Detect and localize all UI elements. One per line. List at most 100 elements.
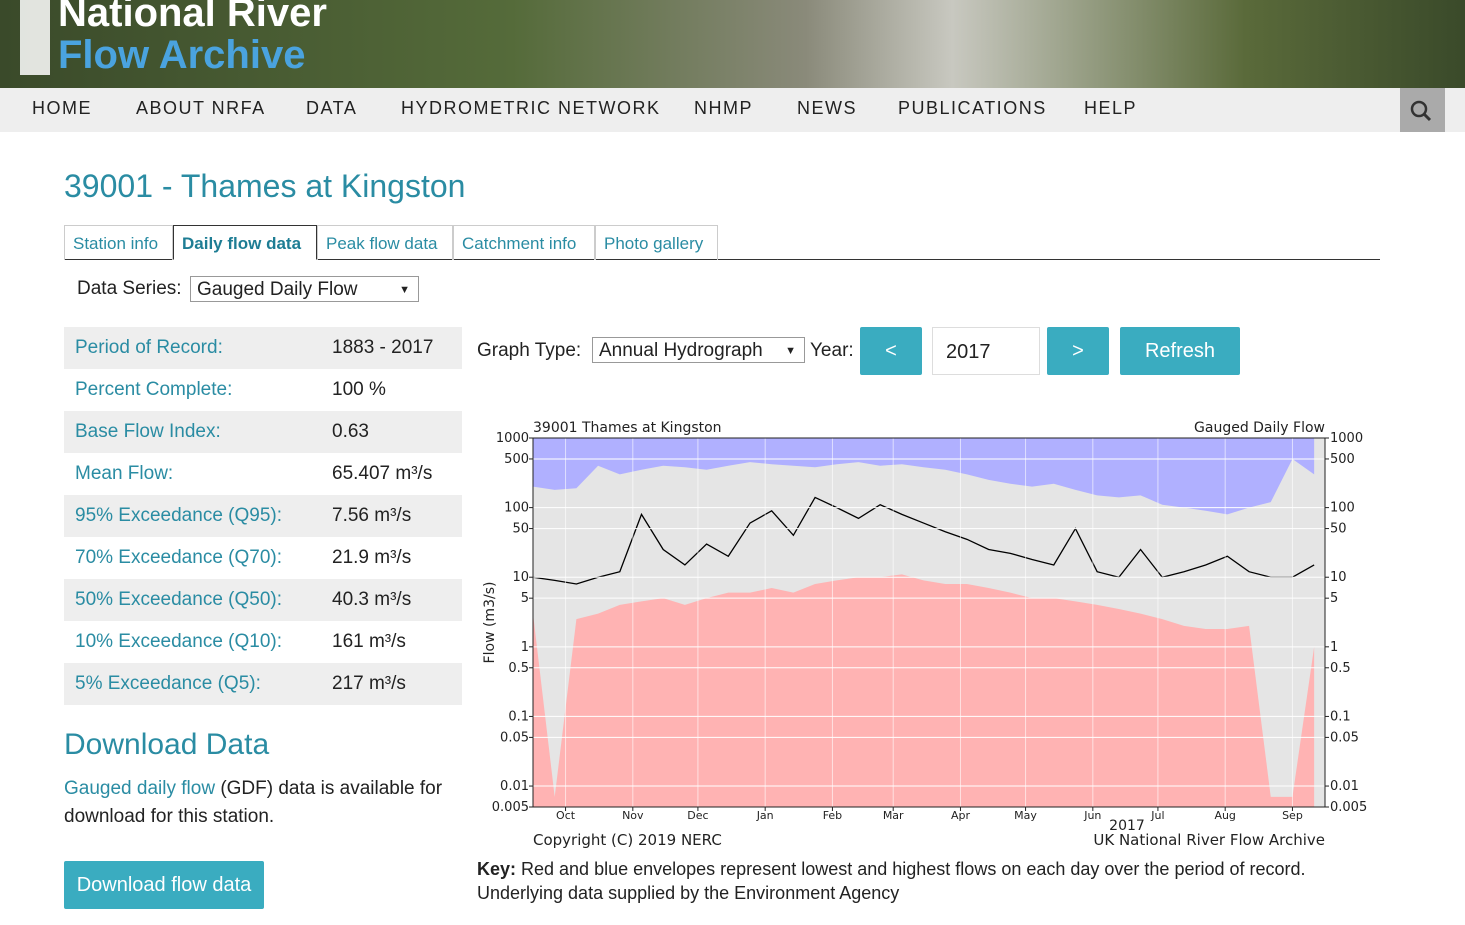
stat-label: 70% Exceedance (Q70): xyxy=(75,547,283,568)
graph-type-select[interactable]: Annual Hydrograph ▼ xyxy=(592,337,805,363)
y2-tick-label: 10 xyxy=(1330,570,1347,585)
stat-value: 21.9 m³/s xyxy=(332,547,412,568)
x-tick-label: Jul xyxy=(1150,809,1164,822)
plot-frame xyxy=(532,437,1326,808)
data-series-select[interactable]: Gauged Daily Flow ▼ xyxy=(190,276,419,302)
key-text: Key: Red and blue envelopes represent lo… xyxy=(477,857,1357,905)
x-tick-label: Nov xyxy=(622,809,644,822)
x-tick-label: Apr xyxy=(951,809,971,822)
y2-tick-label: 1000 xyxy=(1330,431,1363,446)
stat-row xyxy=(64,411,462,453)
stat-label: 5% Exceedance (Q5): xyxy=(75,673,261,694)
search-button[interactable] xyxy=(1400,88,1445,132)
tab[interactable]: Station info xyxy=(64,225,173,260)
banner xyxy=(0,0,1465,88)
footer-right: UK National River Flow Archive xyxy=(1093,831,1325,849)
stat-value: 100 % xyxy=(332,379,386,400)
y2-tick-label: 0.1 xyxy=(1330,709,1351,724)
footer-left: Copyright (C) 2019 NERC xyxy=(533,831,722,849)
year-label: Year: xyxy=(810,340,854,361)
key-label: Key: xyxy=(477,859,517,879)
y-tick-label: 10 xyxy=(512,570,529,585)
y-tick-label: 100 xyxy=(504,501,529,516)
refresh-button[interactable]: Refresh xyxy=(1120,327,1240,375)
stat-label: 50% Exceedance (Q50): xyxy=(75,589,283,610)
select-arrow: ▼ xyxy=(399,284,410,296)
y2-tick-label: 500 xyxy=(1330,452,1355,467)
y-tick-label: 50 xyxy=(512,522,529,537)
stat-row xyxy=(64,327,462,369)
logo-text[interactable]: National River xyxy=(58,0,327,35)
nav-bar xyxy=(0,88,1465,132)
y-tick-label: 0.5 xyxy=(508,661,529,676)
download-button[interactable]: Download flow data xyxy=(64,861,264,909)
y-tick-label: 0.05 xyxy=(500,730,529,745)
stat-row xyxy=(64,663,462,705)
stat-value: 65.407 m³/s xyxy=(332,463,433,484)
key-desc: Red and blue envelopes represent lowest … xyxy=(516,859,1306,879)
download-desc: (GDF) data is available for download for… xyxy=(64,778,443,827)
download-text: Gauged daily flow (GDF) data is availabl… xyxy=(64,775,454,831)
nav-link[interactable]: ABOUT NRFA xyxy=(136,98,266,118)
prev-year-button[interactable]: < xyxy=(860,327,922,375)
next-year-button[interactable]: > xyxy=(1047,327,1109,375)
chart-title: 39001 Thames at Kingston xyxy=(533,420,722,436)
stat-value: 7.56 m³/s xyxy=(332,505,412,526)
gdf-link[interactable]: Gauged daily flow xyxy=(64,778,216,799)
tab[interactable]: Catchment info xyxy=(453,225,595,260)
nav-link[interactable]: NEWS xyxy=(797,98,857,118)
y-tick-label: 0.1 xyxy=(508,709,529,724)
tab[interactable]: Peak flow data xyxy=(317,225,453,260)
key-source: Underlying data supplied by the Environm… xyxy=(477,883,900,903)
y2-tick-label: 0.5 xyxy=(1330,661,1351,676)
x-tick-label: Mar xyxy=(883,809,904,822)
nav-link[interactable]: HELP xyxy=(1084,98,1138,118)
select-value: Annual Hydrograph xyxy=(599,340,763,361)
stat-label: Percent Complete: xyxy=(75,379,233,400)
y-axis-label: Flow (m3/s) xyxy=(482,582,498,664)
min-envelope xyxy=(533,574,1315,807)
x-tick-label: Aug xyxy=(1214,809,1235,822)
logo-text[interactable]: Flow Archive xyxy=(58,33,306,77)
stat-value: 217 m³/s xyxy=(332,673,406,694)
y2-tick-label: 0.01 xyxy=(1330,779,1359,794)
nav-link[interactable]: NHMP xyxy=(694,98,753,118)
y2-tick-label: 50 xyxy=(1330,522,1347,537)
y-tick-label: 5 xyxy=(521,591,529,606)
stat-row xyxy=(64,579,462,621)
select-value: Gauged Daily Flow xyxy=(197,279,358,300)
year-input[interactable]: 2017 xyxy=(932,327,1040,375)
tab[interactable]: Photo gallery xyxy=(595,225,718,260)
nav-link[interactable]: HOME xyxy=(32,98,92,118)
y-tick-label: 1 xyxy=(521,640,529,655)
tab-rule xyxy=(64,259,1380,260)
page-title: 39001 - Thames at Kingston xyxy=(64,168,466,204)
nav-link[interactable]: PUBLICATIONS xyxy=(898,98,1047,118)
graph-type-label: Graph Type: xyxy=(477,340,582,361)
stat-label: Period of Record: xyxy=(75,337,223,358)
x-tick-label: Jun xyxy=(1083,809,1101,822)
y2-tick-label: 5 xyxy=(1330,591,1338,606)
y2-tick-label: 100 xyxy=(1330,501,1355,516)
nav-link[interactable]: HYDROMETRIC NETWORK xyxy=(401,98,661,118)
y2-tick-label: 0.005 xyxy=(1330,800,1367,815)
y-tick-label: 0.01 xyxy=(500,779,529,794)
x-tick-label: Dec xyxy=(687,809,708,822)
stat-label: Mean Flow: xyxy=(75,463,174,484)
tab[interactable]: Daily flow data xyxy=(173,225,317,260)
download-title: Download Data xyxy=(64,728,270,761)
y-tick-label: 0.005 xyxy=(492,800,529,815)
stat-row xyxy=(64,495,462,537)
stat-label: 95% Exceedance (Q95): xyxy=(75,505,283,526)
x-tick-label: Oct xyxy=(556,809,576,822)
flow-line xyxy=(532,496,1315,585)
chart: 1000 1000 500 500 100 100 50 50 10 10 5 5 1 1 0.5 0.5 0.… xyxy=(482,420,1367,849)
y-tick-label: 1000 xyxy=(496,431,529,446)
y-tick-label: 500 xyxy=(504,452,529,467)
x-tick-label: May xyxy=(1014,809,1037,822)
nav-link[interactable]: DATA xyxy=(306,98,358,118)
stat-label: 10% Exceedance (Q10): xyxy=(75,631,283,652)
stat-value: 0.63 xyxy=(332,421,369,442)
